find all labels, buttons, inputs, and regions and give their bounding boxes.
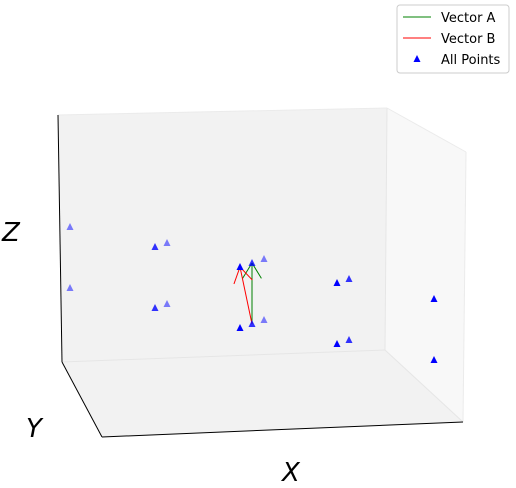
x-axis-line: [101, 421, 464, 438]
data-point: [345, 336, 353, 343]
legend-label-vector-b: Vector B: [441, 32, 495, 47]
z-axis-line: [57, 114, 63, 363]
y-axis-line: [61, 361, 103, 438]
legend-label-all-points: All Points: [441, 53, 501, 68]
y-axis-label: Y: [26, 414, 44, 444]
axis-lines: [57, 114, 464, 438]
legend: Vector A Vector B All Points: [396, 4, 510, 74]
data-point: [248, 259, 256, 266]
points-layer: [66, 223, 438, 363]
legend-swatch-all-points: [413, 55, 421, 62]
data-point: [163, 239, 171, 246]
vector-b-shaft: [239, 266, 253, 325]
data-point: [333, 279, 341, 286]
pane-edge: [386, 107, 467, 153]
data-point: [430, 295, 438, 302]
pane-edge: [384, 349, 464, 423]
data-point: [248, 320, 256, 327]
pane-edge: [57, 107, 388, 116]
floor-pane: [62, 350, 463, 437]
data-point: [163, 300, 171, 307]
pane-edge: [384, 107, 388, 351]
data-point: [260, 255, 268, 262]
x-axis-label: X: [280, 458, 301, 488]
pane-edge: [462, 151, 467, 423]
data-point: [151, 243, 159, 250]
legend-label-vector-a: Vector A: [441, 11, 496, 26]
legend-box: [396, 4, 510, 74]
back-pane: [58, 108, 387, 362]
data-point: [260, 316, 268, 323]
right-pane: [385, 108, 466, 422]
data-point: [151, 304, 159, 311]
data-point: [236, 263, 244, 270]
data-point: [345, 275, 353, 282]
data-point: [66, 284, 74, 291]
data-point: [430, 356, 438, 363]
axes-panes: [57, 107, 467, 437]
data-point: [66, 223, 74, 230]
z-axis-label: Z: [1, 218, 21, 248]
data-point: [333, 340, 341, 347]
data-point: [236, 324, 244, 331]
pane-edge: [61, 349, 386, 363]
